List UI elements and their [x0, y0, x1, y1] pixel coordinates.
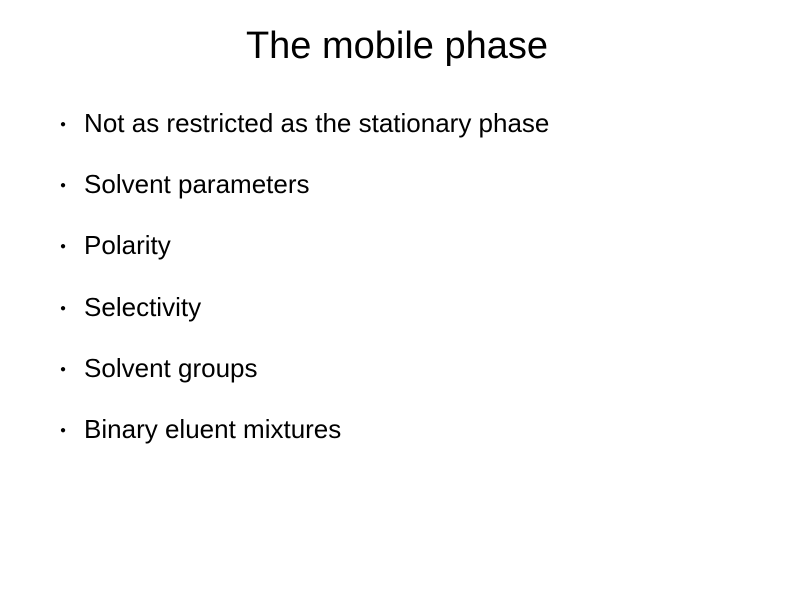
bullet-icon: ● — [60, 365, 66, 375]
slide-title: The mobile phase — [50, 25, 744, 68]
list-item: ● Binary eluent mixtures — [60, 414, 744, 445]
bullet-text: Polarity — [84, 230, 171, 261]
list-item: ● Selectivity — [60, 292, 744, 323]
bullet-icon: ● — [60, 181, 66, 191]
bullet-text: Not as restricted as the stationary phas… — [84, 108, 549, 139]
list-item: ● Polarity — [60, 230, 744, 261]
list-item: ● Solvent parameters — [60, 169, 744, 200]
bullet-list: ● Not as restricted as the stationary ph… — [50, 108, 744, 445]
list-item: ● Solvent groups — [60, 353, 744, 384]
bullet-icon: ● — [60, 242, 66, 252]
bullet-text: Solvent parameters — [84, 169, 309, 200]
bullet-icon: ● — [60, 304, 66, 314]
bullet-text: Selectivity — [84, 292, 201, 323]
bullet-text: Solvent groups — [84, 353, 257, 384]
bullet-text: Binary eluent mixtures — [84, 414, 341, 445]
list-item: ● Not as restricted as the stationary ph… — [60, 108, 744, 139]
bullet-icon: ● — [60, 120, 66, 130]
slide-container: The mobile phase ● Not as restricted as … — [0, 0, 794, 595]
bullet-icon: ● — [60, 426, 66, 436]
